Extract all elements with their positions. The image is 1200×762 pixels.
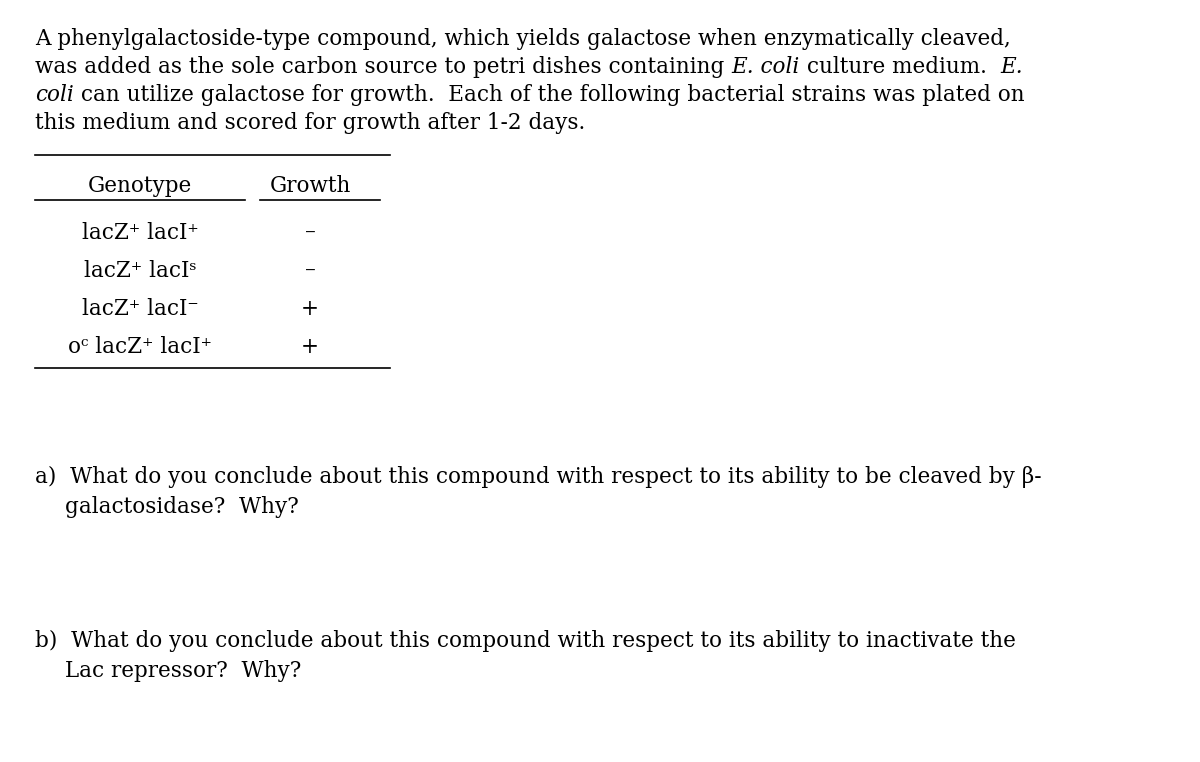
Text: E. coli: E. coli [731, 56, 799, 78]
Text: b)  What do you conclude about this compound with respect to its ability to inac: b) What do you conclude about this compo… [35, 630, 1016, 652]
Text: was added as the sole carbon source to petri dishes containing: was added as the sole carbon source to p… [35, 56, 731, 78]
Text: Growth: Growth [269, 175, 350, 197]
Text: +: + [301, 336, 319, 358]
Text: coli: coli [35, 84, 73, 106]
Text: –: – [305, 222, 316, 244]
Text: culture medium.: culture medium. [799, 56, 1000, 78]
Text: A phenylgalactoside-type compound, which yields galactose when enzymatically cle: A phenylgalactoside-type compound, which… [35, 28, 1010, 50]
Text: lacZ⁺ lacI⁻: lacZ⁺ lacI⁻ [82, 298, 198, 320]
Text: a)  What do you conclude about this compound with respect to its ability to be c: a) What do you conclude about this compo… [35, 466, 1042, 488]
Text: Genotype: Genotype [88, 175, 192, 197]
Text: lacZ⁺ lacI⁺: lacZ⁺ lacI⁺ [82, 222, 198, 244]
Text: this medium and scored for growth after 1-2 days.: this medium and scored for growth after … [35, 112, 586, 134]
Text: galactosidase?  Why?: galactosidase? Why? [65, 496, 299, 518]
Text: +: + [301, 298, 319, 320]
Text: lacZ⁺ lacIˢ: lacZ⁺ lacIˢ [84, 260, 197, 282]
Text: E.: E. [1000, 56, 1022, 78]
Text: Lac repressor?  Why?: Lac repressor? Why? [65, 660, 301, 682]
Text: oᶜ lacZ⁺ lacI⁺: oᶜ lacZ⁺ lacI⁺ [68, 336, 212, 358]
Text: can utilize galactose for growth.  Each of the following bacterial strains was p: can utilize galactose for growth. Each o… [73, 84, 1025, 106]
Text: –: – [305, 260, 316, 282]
